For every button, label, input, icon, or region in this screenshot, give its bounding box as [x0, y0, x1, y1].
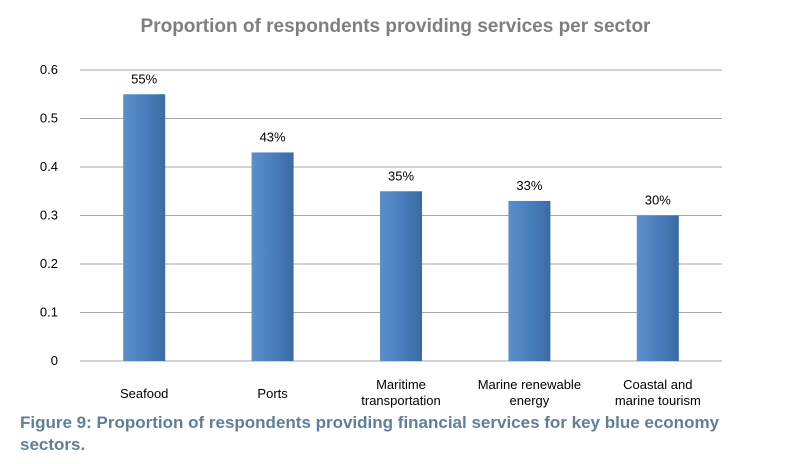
- bar: [123, 94, 166, 361]
- y-tick-label: 0.1: [40, 305, 58, 320]
- x-category-label: Marine renewable energy: [477, 377, 582, 408]
- data-label: 43%: [260, 129, 286, 144]
- data-label: 55%: [131, 71, 157, 86]
- x-category-label: Seafood: [119, 386, 169, 401]
- data-label: 33%: [516, 178, 542, 193]
- data-label: 35%: [388, 168, 414, 183]
- bar: [380, 191, 422, 361]
- y-tick-label: 0: [51, 353, 58, 368]
- x-category-label: Maritime transportation: [361, 377, 441, 408]
- y-tick-label: 0.2: [40, 256, 58, 271]
- y-tick-label: 0.6: [40, 62, 58, 77]
- bar-chart: 0 0.1 0.2 0.3 0.4 0.5 0.6 55% 43% 35% 33% 30%: [40, 62, 722, 368]
- chart-title: Proportion of respondents providing serv…: [140, 16, 651, 37]
- figure-caption: Figure 9: Proportion of respondents prov…: [20, 413, 720, 454]
- bar: [251, 152, 294, 361]
- data-label: 30%: [645, 193, 671, 208]
- y-tick-label: 0.4: [40, 159, 58, 174]
- y-tick-label: 0.3: [40, 208, 58, 223]
- x-category-label: Coastal and marine tourism: [614, 377, 701, 408]
- x-category-label: Ports: [257, 386, 288, 401]
- bar: [508, 200, 551, 361]
- y-tick-label: 0.5: [40, 111, 58, 126]
- bar: [636, 215, 679, 361]
